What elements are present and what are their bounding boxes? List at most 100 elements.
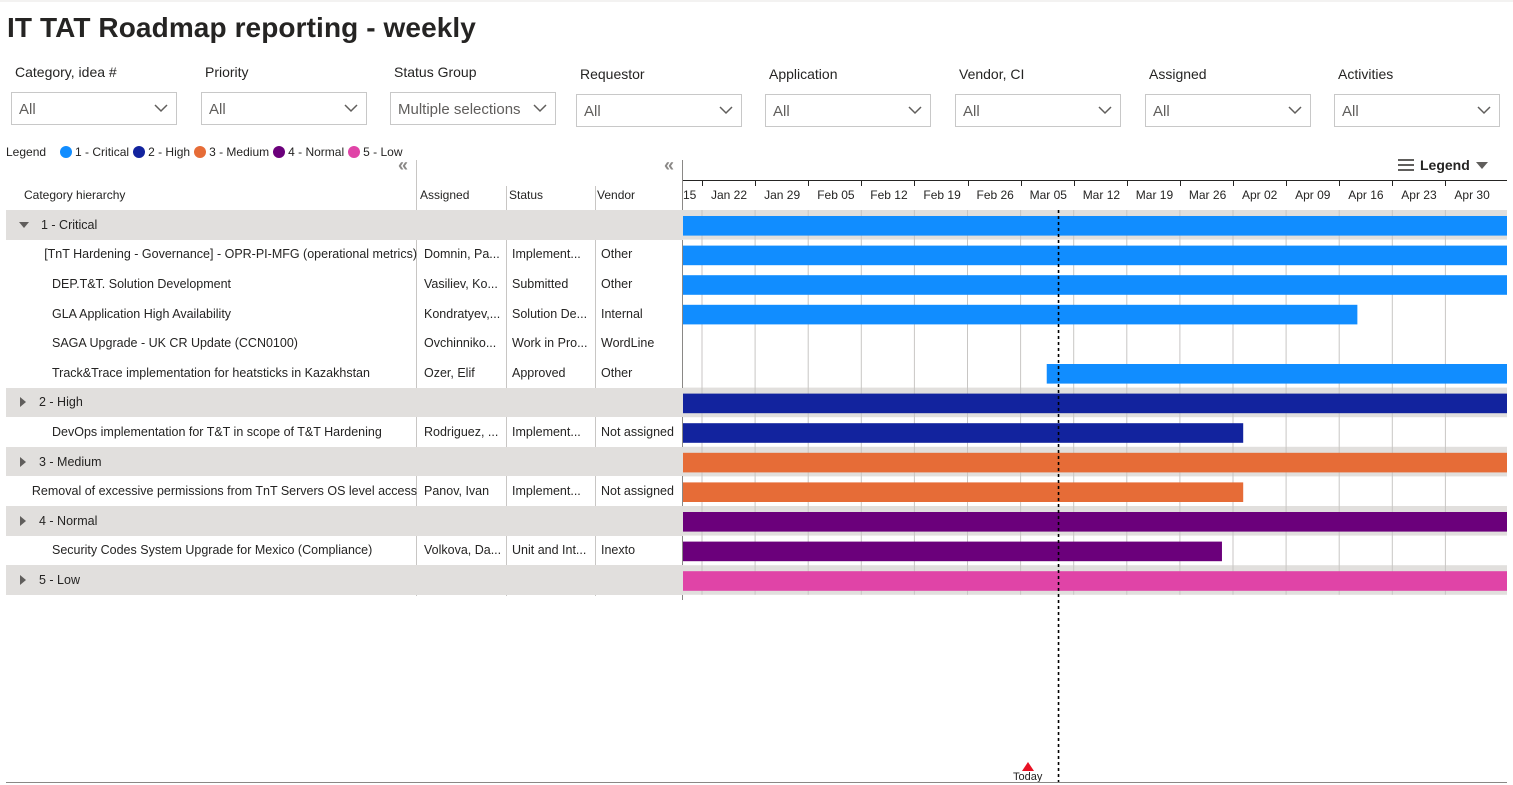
slicer: Assigned All xyxy=(1145,66,1315,127)
vendor-cell xyxy=(601,388,683,418)
legend-dot-icon xyxy=(133,146,146,158)
task-bar[interactable] xyxy=(683,304,1358,325)
tick-label: Jan 29 xyxy=(764,188,801,202)
task-name: Security Codes System Upgrade for Mexico… xyxy=(52,543,373,558)
caret-right-icon[interactable] xyxy=(20,456,26,467)
tick-mark xyxy=(1445,180,1447,186)
table-row[interactable]: GLA Application High Availability Kondrat… xyxy=(6,299,683,329)
assigned-cell: Domnin, Pa... xyxy=(424,247,500,262)
slicer-dropdown[interactable]: All xyxy=(955,94,1121,127)
table-row[interactable]: [TnT Hardening - Governance] - OPR-PI-MF… xyxy=(6,240,683,270)
vendor-cell: Other xyxy=(601,247,633,262)
slicer-dropdown[interactable]: All xyxy=(765,94,931,127)
slicer-value: All xyxy=(584,103,601,120)
task-bar[interactable] xyxy=(683,541,1222,562)
legend-item[interactable]: 4 - Normal xyxy=(273,145,344,159)
collapse-grid-icon[interactable]: « xyxy=(398,155,408,175)
slicer: Activities All xyxy=(1334,66,1504,127)
task-bar[interactable] xyxy=(683,275,1507,295)
status-cell xyxy=(512,565,592,595)
slicer-dropdown[interactable]: All xyxy=(1334,94,1500,127)
slicer-label: Application xyxy=(769,66,838,82)
assigned-cell xyxy=(423,388,503,418)
vendor-cell xyxy=(601,210,683,240)
caret-right-icon[interactable] xyxy=(20,574,26,585)
status-cell: Work in Pro... xyxy=(512,336,588,351)
gantt-legend-button[interactable]: Legend xyxy=(1398,157,1488,173)
slicer-value: All xyxy=(773,103,790,120)
category-cell: 4 - Normal xyxy=(6,506,417,536)
table-row[interactable]: Security Codes System Upgrade for Mexico… xyxy=(6,536,683,566)
caret-down-icon[interactable] xyxy=(19,221,29,228)
col-header-vendor[interactable]: Vendor xyxy=(597,188,636,202)
legend-items: 1 - Critical 2 - High 3 - Medium 4 - Normal… xyxy=(60,145,406,159)
slicer-label: Assigned xyxy=(1149,66,1207,82)
collapse-columns-icon[interactable]: « xyxy=(664,155,674,175)
assigned-cell: Ozer, Elif xyxy=(424,365,475,380)
tick-label: Apr 09 xyxy=(1295,188,1331,202)
table-row[interactable]: DEP.T&T. Solution Development Vasiliev, K… xyxy=(6,269,683,299)
slicer-label: Priority xyxy=(205,64,249,80)
slicer-value: All xyxy=(1342,103,1359,120)
vendor-cell: Other xyxy=(601,365,633,380)
caret-right-icon[interactable] xyxy=(20,515,26,526)
group-bar[interactable] xyxy=(683,393,1507,414)
task-bar[interactable] xyxy=(683,423,1244,443)
col-header-assigned[interactable]: Assigned xyxy=(420,188,470,202)
table-row[interactable]: Track&Trace implementation for heatstick… xyxy=(6,358,683,388)
col-header-status[interactable]: Status xyxy=(509,188,544,202)
tick-mark xyxy=(1073,180,1075,186)
slicer-dropdown[interactable]: All xyxy=(1145,94,1311,127)
status-cell: Implement... xyxy=(512,424,581,439)
slicer-label: Status Group xyxy=(394,64,477,80)
table-row[interactable]: SAGA Upgrade - UK CR Update (CCN0100) Ovc… xyxy=(6,328,683,358)
vendor-cell: Other xyxy=(601,276,633,291)
tick-label: Feb 19 xyxy=(923,188,961,202)
group-row[interactable]: 3 - Medium xyxy=(6,446,683,477)
col-header-category[interactable]: Category hierarchy xyxy=(24,188,126,202)
legend-item[interactable]: 5 - Low xyxy=(348,145,403,159)
slicer-dropdown[interactable]: All xyxy=(11,92,177,125)
legend-item[interactable]: 3 - Medium xyxy=(194,145,269,159)
tick-label: Apr 16 xyxy=(1348,188,1384,202)
group-row[interactable]: 5 - Low xyxy=(6,565,683,595)
slicer-dropdown[interactable]: All xyxy=(201,92,367,125)
slicer: Category, idea # All xyxy=(11,64,181,125)
caret-right-icon[interactable] xyxy=(20,397,26,408)
gantt-legend-label: Legend xyxy=(1420,157,1470,173)
group-bar[interactable] xyxy=(683,216,1507,236)
tick-label: Apr 02 xyxy=(1242,188,1278,202)
chevron-down-icon xyxy=(154,104,168,113)
slicer-dropdown[interactable]: All xyxy=(576,94,742,127)
slicer-dropdown[interactable]: Multiple selections xyxy=(390,92,556,125)
legend-dot-icon xyxy=(60,146,73,158)
slicer-value: All xyxy=(963,103,980,120)
group-row[interactable]: 4 - Normal xyxy=(6,506,683,536)
tick-label: Mar 12 xyxy=(1082,188,1121,202)
tick-label: Mar 26 xyxy=(1188,188,1227,202)
vendor-cell: Not assigned xyxy=(601,424,674,439)
tick-label: Feb 05 xyxy=(817,188,855,202)
group-row[interactable]: 1 - Critical xyxy=(6,210,683,240)
assigned-cell xyxy=(423,210,503,240)
task-bar[interactable] xyxy=(683,245,1507,266)
grid-timeline-divider[interactable] xyxy=(682,160,683,600)
table-row[interactable]: Removal of excessive permissions from Tn… xyxy=(6,476,683,506)
group-row[interactable]: 2 - High xyxy=(6,387,683,418)
task-bar[interactable] xyxy=(683,482,1244,502)
legend-item[interactable]: 2 - High xyxy=(133,145,190,159)
category-cell: Removal of excessive permissions from Tn… xyxy=(6,476,417,506)
chevron-down-icon xyxy=(533,104,547,113)
group-bar[interactable] xyxy=(683,512,1507,532)
tick-mark xyxy=(702,180,703,186)
slicer-value: All xyxy=(209,101,226,118)
group-bar[interactable] xyxy=(683,452,1507,473)
assigned-cell: Vasiliev, Ko... xyxy=(424,276,498,291)
scroll-track[interactable] xyxy=(6,782,1507,783)
gantt-bars xyxy=(683,210,1507,782)
legend-item[interactable]: 1 - Critical xyxy=(60,145,129,159)
column-divider[interactable] xyxy=(416,160,417,596)
group-bar[interactable] xyxy=(683,571,1507,591)
task-bar[interactable] xyxy=(1046,364,1507,384)
table-row[interactable]: DevOps implementation for T&T in scope o… xyxy=(6,417,683,447)
